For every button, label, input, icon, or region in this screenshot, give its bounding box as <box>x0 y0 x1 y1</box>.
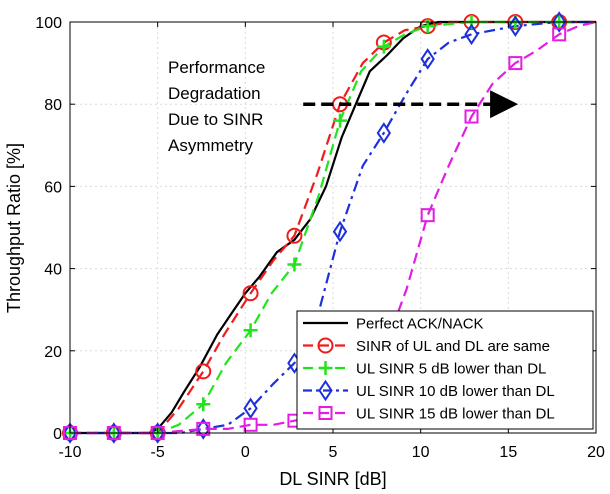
legend-marker-3 <box>318 379 333 402</box>
x-tick-label: 0 <box>241 444 250 461</box>
x-axis-label: DL SINR [dB] <box>279 469 386 489</box>
annotation: Performance Degradation Due to SINR Asym… <box>168 58 265 155</box>
series-3-marker <box>62 422 78 444</box>
series-2-marker <box>333 113 348 128</box>
x-tick-label: -5 <box>151 444 165 461</box>
series-3-marker <box>196 418 211 440</box>
series-4-marker <box>420 208 435 223</box>
grid <box>70 22 596 433</box>
series-1-marker <box>242 285 259 302</box>
y-tick-label: 0 <box>53 426 62 443</box>
annotation-line-4: Asymmetry <box>168 136 254 155</box>
x-tick-label: -10 <box>58 444 81 461</box>
series-3-marker <box>150 422 165 444</box>
y-tick-label: 60 <box>44 179 62 196</box>
series-2-marker <box>287 257 302 272</box>
legend-marker-2 <box>318 361 333 375</box>
legend: Perfect ACK/NACK SINR of UL and DL are sa… <box>296 310 594 430</box>
series-4-marker <box>552 27 567 42</box>
y-tick-label: 20 <box>44 344 62 361</box>
y-tick-label: 80 <box>44 97 62 114</box>
legend-marker-1 <box>317 337 334 354</box>
legend-label-1: SINR of UL and DL are same <box>356 338 550 355</box>
series-1-marker <box>195 363 212 380</box>
series-4-marker <box>243 417 258 432</box>
legend-label-3: UL SINR 10 dB lower than DL <box>356 383 555 400</box>
legend-label-2: UL SINR 5 dB lower than DL <box>356 361 546 378</box>
x-tick-label: 5 <box>329 444 338 461</box>
x-tick-label: 15 <box>499 444 517 461</box>
series-3-marker <box>551 11 567 33</box>
series-line-2 <box>70 20 596 435</box>
series-line-3 <box>70 20 596 435</box>
series-1-marker <box>286 227 303 244</box>
y-axis-label: Throughput Ratio [%] <box>4 143 24 313</box>
series-3-marker <box>420 48 435 70</box>
series-2-marker <box>243 323 258 338</box>
legend-label-4: UL SINR 15 dB lower than DL <box>356 406 555 423</box>
series-3-marker <box>106 422 122 444</box>
series-3-marker <box>508 15 523 37</box>
legend-box <box>296 310 594 430</box>
annotation-line-2: Degradation <box>168 84 261 103</box>
series-4-marker <box>464 109 479 124</box>
y-tick-label: 40 <box>44 262 62 279</box>
series-4-marker <box>508 56 523 71</box>
series-3-marker <box>464 23 479 46</box>
legend-marker-4 <box>318 406 333 420</box>
series-2-marker <box>420 19 435 34</box>
annotation-line-3: Due to SINR <box>168 110 263 129</box>
series-3-marker <box>332 220 348 243</box>
series-2-marker <box>196 397 211 412</box>
series-2-marker <box>376 39 391 54</box>
annotation-line-1: Performance <box>168 58 265 77</box>
legend-label-0: Perfect ACK/NACK <box>356 316 484 333</box>
series-3-marker <box>243 397 258 420</box>
axis-ticks: -10 -5 0 5 10 15 20 0 20 40 60 80 100 <box>35 15 605 461</box>
x-tick-label: 10 <box>412 444 430 461</box>
series-4-marker <box>196 421 211 436</box>
y-tick-label: 100 <box>35 15 62 32</box>
series-3-marker <box>376 122 392 144</box>
x-tick-label: 20 <box>587 444 605 461</box>
